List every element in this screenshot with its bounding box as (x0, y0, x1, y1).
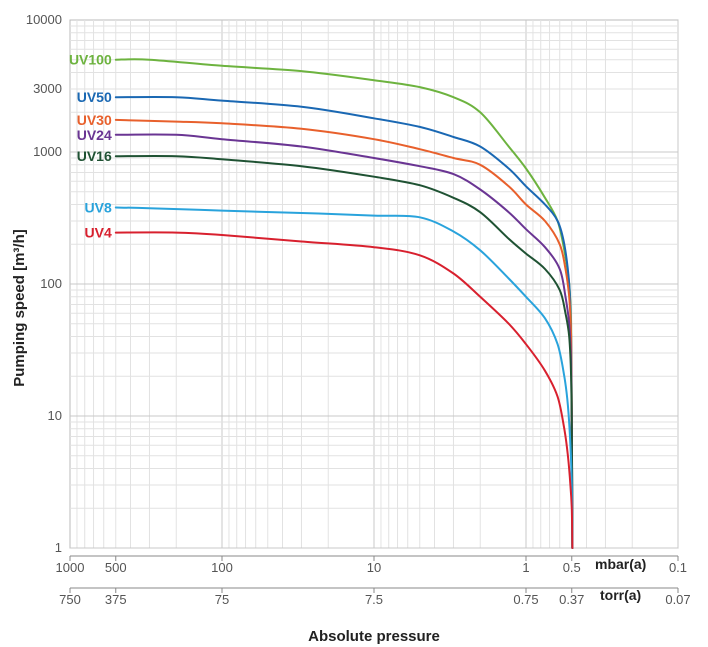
series-lines (114, 58, 574, 549)
y-tick-label: 1000 (33, 144, 62, 159)
x-tick-label-mbar: 10 (367, 560, 381, 575)
y-tick-label: 3000 (33, 81, 62, 96)
x-unit-secondary: torr(a) (600, 587, 641, 603)
y-axis-title: Pumping speed [m³/h] (11, 229, 28, 387)
x-tick-label-mbar: 0.5 (563, 560, 581, 575)
x-tick-label-mbar: 500 (105, 560, 127, 575)
x-tick-label-mbar: 100 (211, 560, 233, 575)
x-tick-label-mbar: 0.1 (669, 560, 687, 575)
x-axis-title: Absolute pressure (308, 628, 440, 645)
y-tick-label: 1 (55, 540, 62, 555)
series-label-uv8: UV8 (85, 199, 112, 215)
series-label-uv16: UV16 (77, 148, 112, 164)
x-tick-label-torr: 375 (105, 592, 127, 607)
series-line-uv16 (114, 154, 574, 549)
series-label-uv30: UV30 (77, 112, 112, 128)
series-line-uv4 (114, 231, 574, 549)
series-label-uv24: UV24 (77, 127, 112, 143)
x-tick-label-torr: 0.37 (559, 592, 584, 607)
series-line-uv30 (114, 118, 574, 549)
x-tick-label-torr: 7.5 (365, 592, 383, 607)
grid (69, 19, 679, 589)
x-tick-labels: 1000 500 100 10 1 0.5 0.1 750 375 75 7.5 0.75 0.37 0.… (56, 556, 691, 607)
x-tick-label-torr: 0.07 (665, 592, 690, 607)
series-line-uv8 (114, 206, 574, 549)
y-tick-label: 100 (40, 276, 62, 291)
x-tick-label-torr: 0.75 (513, 592, 538, 607)
x-tick-label-torr: 750 (59, 592, 81, 607)
y-tick-label: 10 (48, 408, 62, 423)
y-tick-label: 10000 (26, 12, 62, 27)
x-tick-label-mbar: 1000 (56, 560, 85, 575)
x-tick-label-mbar: 1 (522, 560, 529, 575)
series-label-uv100: UV100 (69, 52, 112, 68)
x-unit-primary: mbar(a) (595, 556, 646, 572)
x-tick-label-torr: 75 (215, 592, 229, 607)
series-label-uv50: UV50 (77, 89, 112, 105)
y-tick-labels: 1 10 100 1000 3000 10000 (26, 12, 62, 555)
series-label-uv4: UV4 (85, 225, 112, 241)
